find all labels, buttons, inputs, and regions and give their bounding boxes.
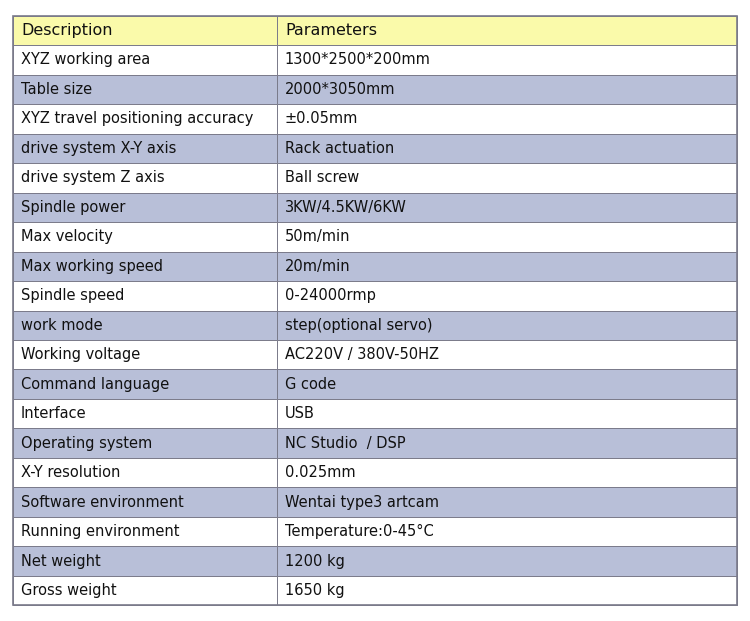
Text: Operating system: Operating system — [21, 436, 152, 451]
Text: Description: Description — [21, 23, 112, 38]
Text: Parameters: Parameters — [285, 23, 377, 38]
Text: 1650 kg: 1650 kg — [285, 583, 344, 598]
Bar — [278, 281, 736, 310]
Text: Rack actuation: Rack actuation — [285, 141, 394, 156]
Bar — [13, 576, 278, 605]
Text: Wentai type3 artcam: Wentai type3 artcam — [285, 495, 439, 510]
Text: Table size: Table size — [21, 82, 92, 97]
Text: XYZ travel positioning accuracy: XYZ travel positioning accuracy — [21, 111, 254, 126]
Text: drive system X-Y axis: drive system X-Y axis — [21, 141, 176, 156]
Text: Max velocity: Max velocity — [21, 229, 112, 244]
Text: XYZ working area: XYZ working area — [21, 52, 150, 67]
Bar — [278, 252, 736, 281]
Bar — [278, 428, 736, 458]
Bar — [13, 163, 278, 193]
Text: Ball screw: Ball screw — [285, 170, 359, 185]
Bar — [13, 222, 278, 252]
Text: work mode: work mode — [21, 318, 103, 333]
Text: ±0.05mm: ±0.05mm — [285, 111, 358, 126]
Bar — [13, 16, 278, 45]
Bar — [13, 517, 278, 546]
Bar — [278, 458, 736, 487]
Text: Command language: Command language — [21, 377, 170, 392]
Text: USB: USB — [285, 406, 315, 421]
Bar — [278, 517, 736, 546]
Bar — [13, 252, 278, 281]
Bar — [13, 104, 278, 134]
Bar — [13, 546, 278, 576]
Text: Max working speed: Max working speed — [21, 259, 163, 274]
Text: AC220V / 380V-50HZ: AC220V / 380V-50HZ — [285, 347, 439, 362]
Bar — [278, 546, 736, 576]
Bar — [13, 281, 278, 310]
Bar — [278, 576, 736, 605]
Bar — [13, 310, 278, 340]
Text: step(optional servo): step(optional servo) — [285, 318, 433, 333]
Text: 0.025mm: 0.025mm — [285, 465, 356, 480]
Bar — [13, 428, 278, 458]
Bar — [278, 340, 736, 369]
Bar — [13, 45, 278, 75]
Bar — [278, 399, 736, 428]
Bar — [13, 340, 278, 369]
Bar — [278, 134, 736, 163]
Bar — [278, 75, 736, 104]
Bar — [13, 193, 278, 222]
Text: 1300*2500*200mm: 1300*2500*200mm — [285, 52, 430, 67]
Text: drive system Z axis: drive system Z axis — [21, 170, 165, 185]
Bar — [278, 16, 736, 45]
Bar — [13, 458, 278, 487]
Bar — [278, 310, 736, 340]
Text: X-Y resolution: X-Y resolution — [21, 465, 120, 480]
Bar — [13, 75, 278, 104]
Text: NC Studio  / DSP: NC Studio / DSP — [285, 436, 406, 451]
Bar — [13, 487, 278, 517]
Text: Temperature:0-45°C: Temperature:0-45°C — [285, 524, 434, 539]
Text: Spindle speed: Spindle speed — [21, 288, 125, 303]
Text: Running environment: Running environment — [21, 524, 179, 539]
Bar — [13, 134, 278, 163]
Text: 0-24000rmp: 0-24000rmp — [285, 288, 376, 303]
Text: Interface: Interface — [21, 406, 86, 421]
Text: Gross weight: Gross weight — [21, 583, 117, 598]
Bar — [278, 45, 736, 75]
Text: 1200 kg: 1200 kg — [285, 554, 345, 569]
Bar — [278, 222, 736, 252]
Text: 20m/min: 20m/min — [285, 259, 350, 274]
Bar — [278, 487, 736, 517]
Text: Working voltage: Working voltage — [21, 347, 140, 362]
Bar — [13, 369, 278, 399]
Text: 2000*3050mm: 2000*3050mm — [285, 82, 395, 97]
Bar — [278, 193, 736, 222]
Text: Software environment: Software environment — [21, 495, 184, 510]
Text: 50m/min: 50m/min — [285, 229, 350, 244]
Bar — [278, 104, 736, 134]
Bar — [13, 399, 278, 428]
Text: 3KW/4.5KW/6KW: 3KW/4.5KW/6KW — [285, 200, 406, 215]
Text: Net weight: Net weight — [21, 554, 101, 569]
Bar — [278, 163, 736, 193]
Bar — [278, 369, 736, 399]
Text: G code: G code — [285, 377, 336, 392]
Text: Spindle power: Spindle power — [21, 200, 125, 215]
